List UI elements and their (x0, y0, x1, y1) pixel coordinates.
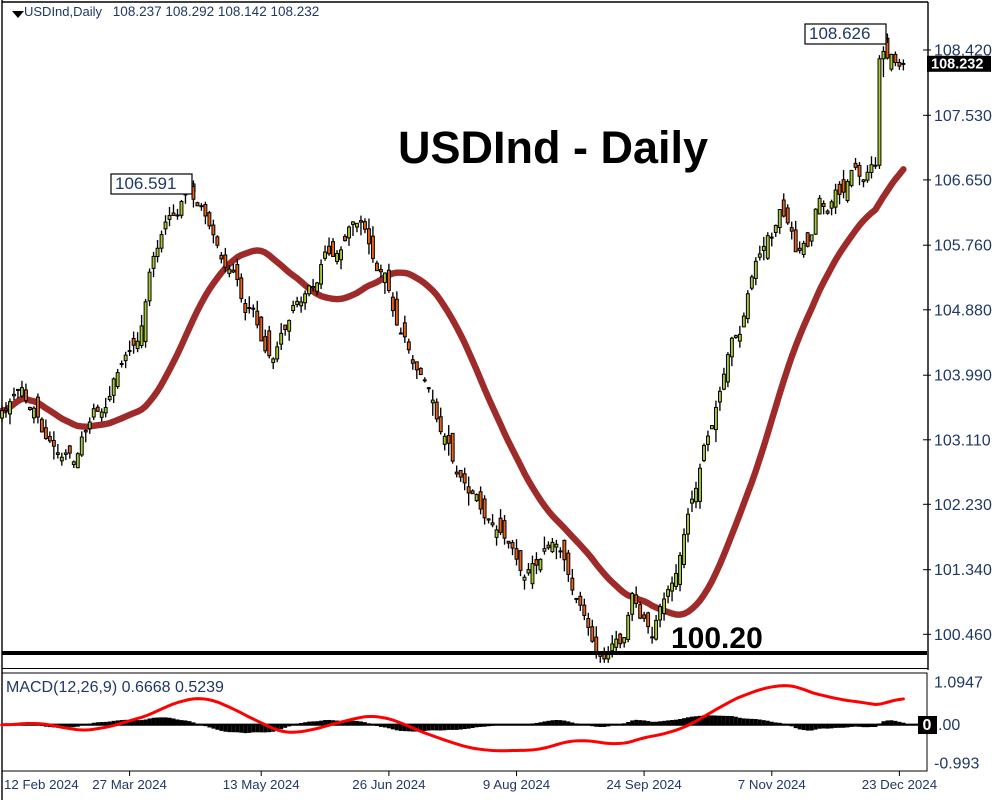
svg-text:106.650: 106.650 (934, 172, 992, 189)
svg-text:107.530: 107.530 (934, 108, 992, 125)
svg-text:26 Jun 2024: 26 Jun 2024 (352, 777, 425, 792)
svg-text:0: 0 (923, 717, 932, 734)
svg-text:24 Sep 2024: 24 Sep 2024 (606, 777, 681, 792)
svg-text:23 Dec 2024: 23 Dec 2024 (862, 777, 937, 792)
svg-text:9 Aug 2024: 9 Aug 2024 (483, 777, 550, 792)
svg-text:108.237 108.292 108.142 108.23: 108.237 108.292 108.142 108.232 (113, 4, 319, 19)
svg-text:102.230: 102.230 (934, 497, 992, 514)
svg-text:MACD(12,26,9) 0.6668 0.5239: MACD(12,26,9) 0.6668 0.5239 (6, 679, 224, 696)
svg-text:-0.993: -0.993 (934, 756, 979, 773)
svg-text:USDInd - Daily: USDInd - Daily (398, 122, 708, 173)
svg-text:101.340: 101.340 (934, 562, 992, 579)
svg-text:106.591: 106.591 (115, 174, 176, 193)
svg-text:.00: .00 (938, 717, 960, 734)
svg-text:104.880: 104.880 (934, 302, 992, 319)
svg-text:105.760: 105.760 (934, 238, 992, 255)
svg-text:1.0947: 1.0947 (934, 675, 983, 692)
svg-text:27 Mar 2024: 27 Mar 2024 (92, 777, 167, 792)
svg-text:100.460: 100.460 (934, 627, 992, 644)
svg-text:12 Feb 2024: 12 Feb 2024 (4, 777, 79, 792)
svg-text:7 Nov 2024: 7 Nov 2024 (738, 777, 806, 792)
svg-text:108.232: 108.232 (931, 56, 983, 72)
svg-text:100.20: 100.20 (671, 622, 763, 655)
svg-text:USDInd,Daily: USDInd,Daily (24, 4, 103, 19)
svg-text:13 May 2024: 13 May 2024 (223, 777, 300, 792)
svg-text:103.990: 103.990 (934, 368, 992, 385)
svg-text:108.626: 108.626 (809, 24, 870, 43)
svg-text:103.110: 103.110 (934, 432, 991, 449)
